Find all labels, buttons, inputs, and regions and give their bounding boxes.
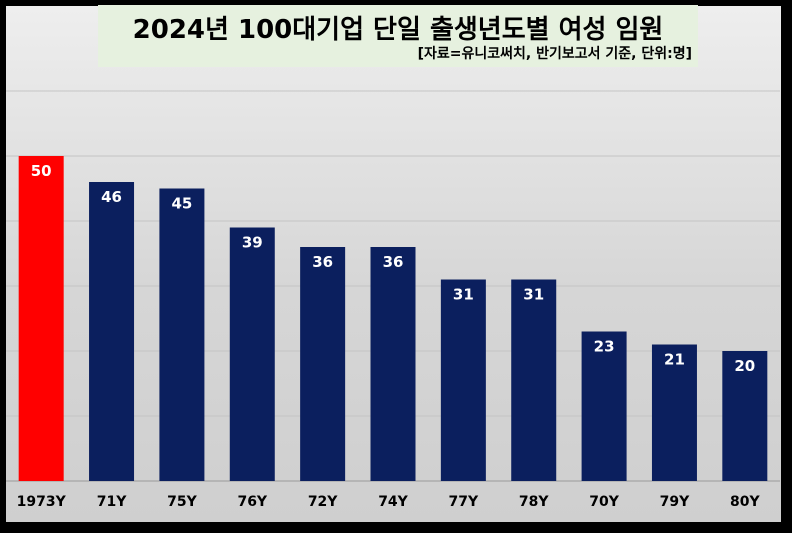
bar: [229, 227, 275, 481]
bar: [18, 156, 64, 481]
data-label: 50: [31, 162, 52, 180]
x-tick-label: 72Y: [308, 494, 338, 510]
x-tick-label: 76Y: [237, 494, 267, 510]
bar: [581, 331, 627, 481]
x-tick-label: 77Y: [449, 494, 479, 510]
bar: [159, 188, 205, 481]
chart-subtitle: [자료=유니코써치, 반기보고서 기준, 단위:명]: [417, 46, 692, 62]
x-axis-ticks: 1973Y 71Y 75Y 76Y 72Y 74Y 77Y 78Y 70Y 79Y 80Y: [17, 494, 761, 510]
data-label: 36: [312, 253, 333, 271]
bar: [722, 351, 768, 481]
data-label: 45: [171, 195, 192, 213]
data-labels: 50 46 45 39 36 36 31 31 23 21 20: [31, 162, 756, 375]
data-label: 39: [242, 234, 263, 252]
x-tick-label: 70Y: [589, 494, 619, 510]
bar: [370, 247, 416, 481]
data-label: 46: [101, 188, 122, 206]
x-tick-label: 74Y: [378, 494, 408, 510]
data-label: 31: [453, 286, 474, 304]
bar: [511, 279, 557, 481]
x-tick-label: 1973Y: [17, 494, 67, 510]
x-tick-label: 79Y: [660, 494, 690, 510]
bars: [18, 156, 768, 481]
x-tick-label: 71Y: [97, 494, 127, 510]
chart-title: 2024년 100대기업 단일 출생년도별 여성 임원: [132, 15, 664, 45]
title-box: 2024년 100대기업 단일 출생년도별 여성 임원 [자료=유니코써치, 반…: [98, 5, 698, 67]
data-label: 21: [664, 351, 685, 369]
bar: [300, 247, 346, 481]
data-label: 23: [594, 338, 615, 356]
x-tick-label: 78Y: [519, 494, 549, 510]
bar: [89, 182, 135, 481]
bar: [440, 279, 486, 481]
x-tick-label: 75Y: [167, 494, 197, 510]
data-label: 31: [523, 286, 544, 304]
bar: [651, 344, 697, 481]
data-label: 20: [734, 357, 755, 375]
data-label: 36: [383, 253, 404, 271]
x-tick-label: 80Y: [730, 494, 760, 510]
